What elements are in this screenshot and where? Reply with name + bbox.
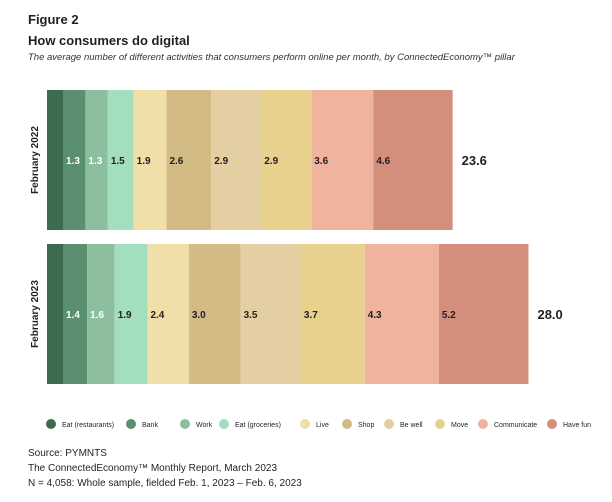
legend-swatch bbox=[435, 419, 445, 429]
bar-segment bbox=[300, 244, 365, 384]
data-label: 1.3 bbox=[88, 156, 102, 167]
legend-swatch bbox=[478, 419, 488, 429]
bar-segment bbox=[107, 90, 134, 230]
legend-label: Live bbox=[316, 422, 329, 429]
bar-segment bbox=[211, 90, 262, 230]
data-label: 1.9 bbox=[137, 156, 151, 167]
data-label: 3.0 bbox=[192, 310, 206, 321]
chart-subtitle: The average number of different activiti… bbox=[28, 52, 515, 63]
legend-label: Have fun bbox=[563, 422, 591, 429]
bar-segment bbox=[438, 244, 529, 384]
figure-label: Figure 2 bbox=[28, 12, 79, 27]
legend-swatch bbox=[46, 419, 56, 429]
data-label: 4.6 bbox=[376, 156, 390, 167]
chart-title: How consumers do digital bbox=[28, 33, 190, 48]
bar-segment bbox=[85, 90, 108, 230]
legend-label: Eat (groceries) bbox=[235, 422, 281, 429]
legend-swatch bbox=[384, 419, 394, 429]
legend-label: Be well bbox=[400, 422, 423, 429]
total-label: 23.6 bbox=[462, 153, 487, 168]
bar-segment bbox=[240, 244, 301, 384]
data-label: 2.6 bbox=[169, 156, 183, 167]
legend-label: Eat (restaurants) bbox=[62, 422, 114, 429]
bar-segment bbox=[373, 90, 453, 230]
data-label: 1.5 bbox=[111, 156, 125, 167]
bar-segment bbox=[63, 244, 88, 384]
bar-segment bbox=[47, 244, 63, 384]
data-label: 4.3 bbox=[368, 310, 382, 321]
category-label: February 2022 bbox=[30, 126, 41, 194]
report-note: The ConnectedEconomy™ Monthly Report, Ma… bbox=[28, 463, 278, 474]
legend-swatch bbox=[219, 419, 229, 429]
bar-segment bbox=[166, 90, 212, 230]
data-label: 1.9 bbox=[118, 310, 132, 321]
chart-footer: Source: PYMNTS The ConnectedEconomy™ Mon… bbox=[28, 446, 302, 491]
bar-segment bbox=[133, 90, 167, 230]
bar-segment bbox=[47, 90, 63, 230]
data-label: 3.5 bbox=[244, 310, 258, 321]
sample-note: N = 4,058: Whole sample, fielded Feb. 1,… bbox=[28, 478, 302, 489]
data-label: 1.6 bbox=[90, 310, 104, 321]
data-label: 1.4 bbox=[66, 310, 80, 321]
source-note: Source: PYMNTS bbox=[28, 448, 107, 459]
legend-swatch bbox=[342, 419, 352, 429]
data-label: 3.6 bbox=[314, 156, 328, 167]
bar-segment bbox=[87, 244, 115, 384]
bar-segment bbox=[364, 244, 439, 384]
bar-segment bbox=[188, 244, 241, 384]
data-label: 5.2 bbox=[442, 310, 456, 321]
legend-swatch bbox=[126, 419, 136, 429]
data-label: 2.9 bbox=[264, 156, 278, 167]
legend-label: Shop bbox=[358, 422, 374, 429]
legend-label: Move bbox=[451, 422, 468, 429]
data-label: 2.4 bbox=[150, 310, 164, 321]
data-label: 1.3 bbox=[66, 156, 80, 167]
legend-label: Communicate bbox=[494, 422, 537, 429]
bar-segment bbox=[114, 244, 148, 384]
legend-swatch bbox=[300, 419, 310, 429]
data-label: 2.9 bbox=[214, 156, 228, 167]
bar-segment bbox=[311, 90, 374, 230]
legend-label: Bank bbox=[142, 422, 158, 429]
bar-segment bbox=[63, 90, 86, 230]
bar-segment bbox=[261, 90, 312, 230]
total-label: 28.0 bbox=[537, 307, 562, 322]
category-label: February 2023 bbox=[30, 280, 41, 348]
legend-label: Work bbox=[196, 422, 213, 429]
legend-swatch bbox=[180, 419, 190, 429]
data-label: 3.7 bbox=[304, 310, 318, 321]
bar-segment bbox=[147, 244, 189, 384]
legend-swatch bbox=[547, 419, 557, 429]
stacked-bar-chart: February 2022 1.3 1.3 1.5 1.9 2.6 2.9 2.9 3.6 4.6… bbox=[30, 90, 591, 429]
